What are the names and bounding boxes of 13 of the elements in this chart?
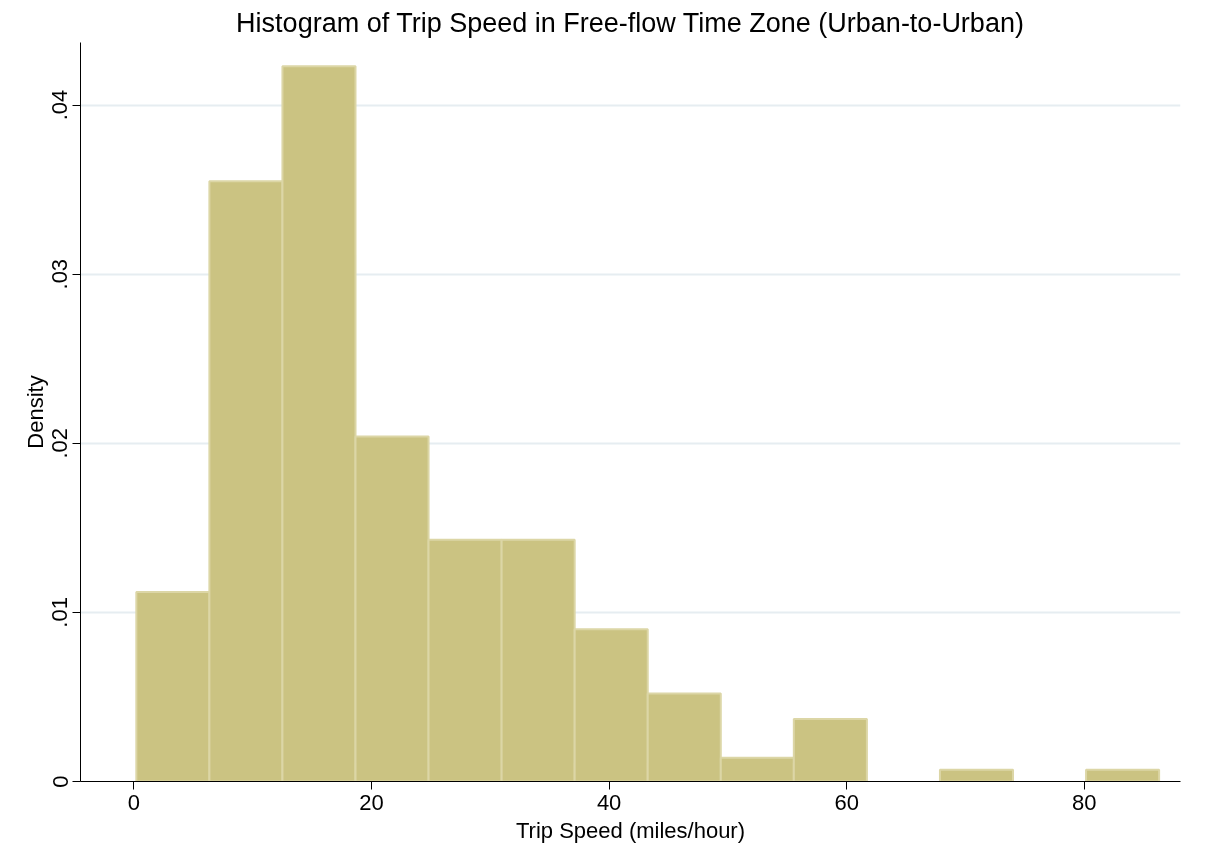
y-tick-label: .04 (47, 89, 73, 121)
x-axis-title: Trip Speed (miles/hour) (515, 817, 746, 843)
y-tick-label: .03 (47, 258, 73, 290)
x-tick-label: 80 (1072, 789, 1097, 815)
x-tick-label: 20 (359, 789, 384, 815)
x-tick-label: 40 (596, 789, 622, 815)
y-tick-label: 0 (47, 775, 73, 788)
y-tick-label: .01 (47, 597, 73, 628)
x-tick-label: 60 (834, 789, 859, 815)
x-tick-label: 0 (127, 789, 141, 815)
y-tick-label: .02 (47, 427, 73, 459)
chart-title: Histogram of Trip Speed in Free-flow Time Zone (Urban-to-Urban) (236, 7, 1024, 38)
y-axis-title: Density (22, 375, 48, 449)
